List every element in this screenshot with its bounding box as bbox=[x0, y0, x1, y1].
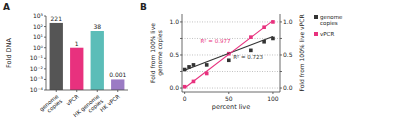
text-line: vPCR bbox=[320, 31, 334, 37]
x-axis-label: percent live bbox=[212, 103, 250, 111]
x-axis-line bbox=[46, 90, 128, 91]
bars bbox=[50, 23, 125, 90]
y2-tick bbox=[280, 54, 282, 55]
x-tick-label: 100 bbox=[267, 95, 279, 102]
y-axis-line bbox=[182, 14, 183, 92]
x-tick-label: 0 bbox=[183, 95, 187, 102]
panel-b: R² = 0.723 R² = 0.977 0 50 100 0.0 0.5 1.0 0.0 0.… bbox=[140, 2, 343, 111]
grid-line bbox=[182, 88, 280, 89]
point bbox=[227, 58, 231, 62]
y2-tick bbox=[280, 88, 282, 89]
x-tick bbox=[56, 90, 57, 92]
data-label: 0.001 bbox=[109, 71, 126, 78]
y2-tick-label: 0.0 bbox=[283, 84, 293, 91]
grid-line bbox=[182, 54, 280, 55]
y-tick bbox=[44, 58, 46, 59]
regression-line bbox=[185, 21, 273, 88]
x-tick-label: genomecopies bbox=[38, 93, 64, 118]
y-tick-label: 10⁻¹ bbox=[30, 54, 44, 61]
legend-label: genomecopies bbox=[320, 14, 343, 27]
y-tick bbox=[180, 21, 182, 22]
x-tick-label: vPCR bbox=[65, 93, 80, 107]
y2-axis-label: Fold from 100% live vPCR bbox=[298, 14, 305, 91]
x-tick bbox=[117, 90, 118, 92]
legend: genomecopies vPCR bbox=[314, 14, 343, 37]
y2-tick bbox=[280, 21, 282, 22]
y-tick-label: 0.0 bbox=[169, 84, 179, 91]
y2-axis-line bbox=[280, 14, 281, 92]
y-tick-label: 1.0 bbox=[169, 18, 179, 25]
text-line: genome copies bbox=[156, 30, 164, 76]
data-label: 1 bbox=[75, 40, 79, 47]
y-tick bbox=[180, 71, 182, 72]
data-label: 38 bbox=[93, 23, 101, 30]
y-axis-label: Fold from 100% livegenome copies bbox=[149, 23, 164, 83]
x-tick-label: 50 bbox=[225, 95, 233, 102]
y-tick-label: 10⁻³ bbox=[30, 75, 44, 82]
x-tick bbox=[76, 90, 77, 92]
y-tick bbox=[44, 68, 46, 69]
y-tick-label: 10⁰ bbox=[33, 44, 44, 51]
text-line: copies bbox=[320, 20, 338, 27]
bar bbox=[70, 48, 83, 90]
marks bbox=[183, 20, 275, 88]
y-tick bbox=[44, 90, 46, 91]
y-tick bbox=[180, 54, 182, 55]
legend-swatch bbox=[314, 15, 318, 19]
legend-swatch bbox=[314, 32, 318, 36]
text-line: HK vPCR bbox=[99, 93, 121, 113]
x-tick-label: HK vPCR bbox=[99, 93, 121, 113]
y-tick-label: 10¹ bbox=[33, 33, 44, 40]
panel-title: A bbox=[3, 2, 10, 12]
data-label: 221 bbox=[51, 15, 63, 22]
panel-title: B bbox=[140, 2, 147, 12]
y-tick bbox=[180, 88, 182, 89]
y2-tick-label: 1.0 bbox=[283, 18, 293, 25]
y-tick bbox=[44, 26, 46, 27]
y-tick bbox=[44, 16, 46, 17]
y-tick-label: 10³ bbox=[33, 12, 44, 19]
grid-line bbox=[182, 71, 280, 72]
grid-line bbox=[182, 21, 280, 22]
point bbox=[205, 63, 209, 67]
bar bbox=[111, 79, 124, 90]
y2-tick-label: 0.5 bbox=[283, 51, 293, 58]
annotation: R² = 0.977 bbox=[201, 38, 231, 44]
y-axis-line bbox=[46, 16, 47, 90]
y-tick-label: 10² bbox=[33, 23, 44, 30]
x-tick bbox=[97, 90, 98, 92]
bar bbox=[91, 31, 104, 90]
y-tick-label: 0.5 bbox=[169, 51, 179, 58]
x-axis-line bbox=[182, 92, 280, 93]
y-tick bbox=[180, 38, 182, 39]
panel-a: 221 1 38 0.001 10⁻⁴ 10⁻³ 10⁻² 10⁻¹ 10⁰ 10¹ 10² 10³ g… bbox=[3, 2, 128, 124]
regression-line bbox=[185, 36, 273, 70]
y-tick-label: 10⁻² bbox=[30, 65, 44, 72]
point bbox=[249, 49, 253, 53]
annotation: R² = 0.723 bbox=[233, 54, 263, 60]
bar bbox=[50, 23, 63, 90]
y-tick bbox=[44, 37, 46, 38]
text-line: vPCR bbox=[65, 93, 80, 107]
y-tick bbox=[44, 47, 46, 48]
legend-label: vPCR bbox=[320, 31, 334, 37]
chart-root: 221 1 38 0.001 10⁻⁴ 10⁻³ 10⁻² 10⁻¹ 10⁰ 10¹ 10² 10³ g… bbox=[0, 0, 400, 129]
text-line: copies bbox=[46, 98, 64, 115]
y2-tick bbox=[280, 38, 282, 39]
y-tick-label: 10⁻⁴ bbox=[30, 86, 44, 93]
y-axis-label: Fold DNA bbox=[5, 38, 13, 68]
y2-tick bbox=[280, 71, 282, 72]
y-tick bbox=[44, 79, 46, 80]
